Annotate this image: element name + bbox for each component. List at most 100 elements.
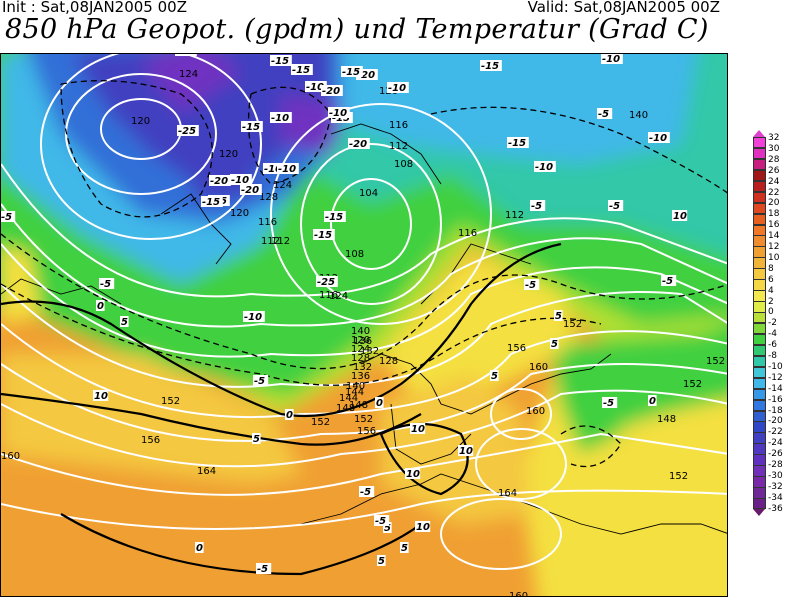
- geopotential-label: 140: [351, 326, 370, 337]
- geopotential-label: 116: [458, 228, 477, 239]
- label-background: [530, 200, 546, 211]
- colorbar-label: 28: [768, 154, 780, 165]
- colorbar-cell: [753, 498, 766, 510]
- label-background: [252, 433, 261, 444]
- label-background: [99, 278, 115, 289]
- geopotential-label: 116: [258, 217, 277, 228]
- geopotential-label: 132: [353, 362, 372, 373]
- colorbar-label: -8: [768, 351, 777, 361]
- colorbar-label: 30: [768, 143, 780, 154]
- colorbar-cell: [753, 355, 766, 368]
- label-background: [195, 542, 204, 553]
- colorbar-cell: [753, 476, 766, 488]
- geopotential-label: 152: [563, 319, 582, 330]
- geopotential-label: 120: [230, 208, 249, 219]
- weather-map[interactable]: 1241201201281241201161121081041121161121…: [0, 53, 728, 597]
- colorbar-cell: [753, 487, 766, 499]
- colorbar-cell: [753, 410, 766, 422]
- colorbar-cell: [753, 246, 766, 258]
- colorbar-label: 22: [768, 187, 780, 198]
- colorbar-cell: [753, 465, 766, 477]
- label-background: [507, 137, 529, 148]
- label-background: [285, 409, 294, 420]
- label-background: [270, 112, 292, 123]
- colorbar-label: 8: [768, 263, 774, 274]
- colorbar-cell: [753, 235, 766, 247]
- temperature-label: 10: [406, 469, 420, 480]
- colorbar-cell: [753, 454, 766, 466]
- colorbar-cell: [753, 137, 766, 149]
- colorbar-cell: [753, 344, 766, 357]
- geopotential-label: 160: [526, 406, 545, 417]
- temperature-label: 0: [649, 396, 656, 407]
- label-background: [400, 542, 409, 553]
- colorbar-cell: [753, 301, 766, 313]
- temperature-label: -5: [598, 109, 609, 120]
- geopotential-label: 164: [197, 466, 216, 477]
- geopotential-label: 152: [354, 414, 373, 425]
- geopotential-label-layer: 1241201201281241201161121081041121161121…: [1, 69, 725, 597]
- label-background: [253, 375, 269, 386]
- temperature-label: -25: [317, 277, 335, 288]
- temperature-label: -15: [332, 113, 350, 124]
- temperature-label: 5: [551, 339, 558, 350]
- map-canvas[interactable]: 1241201201281241201161121081041121161121…: [1, 54, 728, 597]
- geopotential-label: 132: [360, 346, 379, 357]
- geopotential-label: 108: [345, 249, 364, 260]
- label-background: [661, 275, 677, 286]
- label-background: [534, 161, 556, 172]
- label-background: [648, 132, 670, 143]
- temperature-label: -5: [1, 212, 12, 223]
- label-background: [201, 196, 223, 207]
- temperature-label: -15: [242, 122, 260, 133]
- temperature-label: -10: [278, 164, 296, 175]
- temperature-label: -5: [525, 280, 536, 291]
- colorbar-cell: [753, 432, 766, 444]
- label-background: [410, 423, 426, 434]
- geopotential-label: 112: [505, 210, 524, 221]
- colorbar-label: 10: [768, 252, 780, 263]
- geopotential-label: 156: [141, 435, 160, 446]
- geopotential-label: 144: [345, 387, 364, 398]
- geopotential-label: 160: [509, 591, 528, 597]
- label-background: [377, 555, 386, 566]
- geopotential-isolines: [1, 54, 727, 570]
- label-background: [458, 445, 474, 456]
- temperature-label: -5: [531, 201, 542, 212]
- label-background: [550, 338, 559, 349]
- geopotential-label: 160: [529, 362, 548, 373]
- label-background: [256, 563, 272, 574]
- temperature-label: -15: [271, 56, 289, 67]
- temperature-label: 10: [673, 211, 687, 222]
- colorbar-label: -22: [768, 427, 783, 438]
- temperature-label: -10: [535, 162, 553, 173]
- geopotential-label: 128: [259, 192, 278, 203]
- label-background: [240, 184, 262, 195]
- colorbar-cell: [753, 377, 766, 390]
- geopotential-label: 148: [657, 414, 676, 425]
- geopotential-label: 148: [349, 400, 368, 411]
- temperature-label: -5: [257, 564, 268, 575]
- geopotential-label: 140: [346, 381, 365, 392]
- geopotential-label: 152: [669, 471, 688, 482]
- geopotential-label: 124: [179, 69, 198, 80]
- geopotential-label: 144: [339, 393, 358, 404]
- colorbar-label: -16: [768, 394, 783, 405]
- temperature-label: -5: [609, 201, 620, 212]
- label-background: [291, 64, 313, 75]
- label-background: [177, 125, 199, 136]
- temperature-label: 5: [121, 317, 128, 328]
- colorbar-label: -32: [768, 481, 783, 492]
- geopotential-label: 136: [353, 336, 372, 347]
- label-background: [277, 163, 299, 174]
- colorbar-label: -6: [768, 340, 777, 351]
- temperature-label: 10: [411, 424, 425, 435]
- colorbar-label: 16: [768, 220, 780, 231]
- temperature-label: -15: [325, 212, 343, 223]
- colorbar-label: 0: [768, 307, 774, 318]
- colorbar-cell: [753, 443, 766, 455]
- label-background: [324, 211, 346, 222]
- colorbar-label: -34: [768, 492, 783, 503]
- geopotential-label: 156: [507, 343, 526, 354]
- label-background: [601, 54, 623, 64]
